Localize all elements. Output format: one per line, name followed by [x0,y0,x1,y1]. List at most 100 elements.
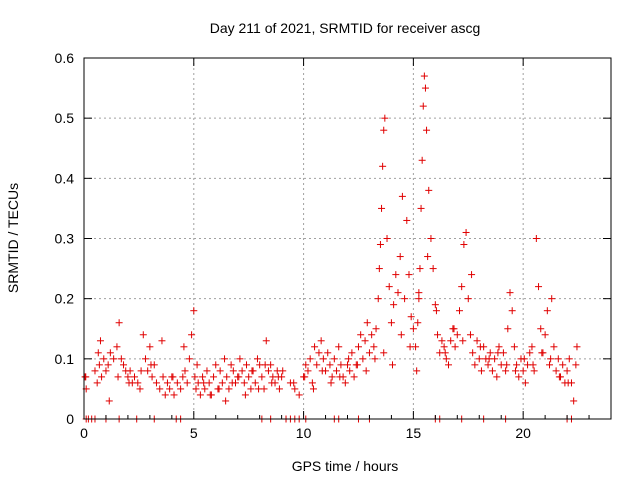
data-point [380,126,388,134]
data-point [192,385,200,393]
data-point [221,355,229,363]
data-point [235,373,243,381]
data-point [510,343,518,351]
data-point [238,367,246,375]
axis-ticks: 0 5 10 15 20 0 0.1 0.2 0.3 0.4 0.5 0.6 [55,50,611,441]
data-point [537,325,545,333]
data-point [113,343,121,351]
data-point [141,355,149,363]
data-point [330,355,338,363]
data-point [91,367,99,375]
data-point [361,337,369,345]
data-point [564,379,572,387]
y-tick-label: 0.5 [55,110,75,126]
y-tick-label: 0.6 [55,50,75,66]
data-point [136,385,144,393]
data-point [401,295,409,303]
data-point [82,373,90,381]
data-point [359,355,367,363]
data-point [415,289,423,297]
data-point [451,343,459,351]
data-point [163,379,171,387]
data-point [413,367,421,375]
data-point [227,361,235,369]
data-point [376,241,384,249]
x-tick-label: 15 [406,425,422,441]
data-point [570,397,578,405]
data-point [464,295,472,303]
data-point [528,343,536,351]
data-point [462,228,470,236]
data-point [93,379,101,387]
data-point [397,331,405,339]
x-tick-label: 5 [190,425,198,441]
y-tick-label: 0.3 [55,231,75,247]
data-point [519,367,527,375]
data-point [447,337,455,345]
data-point [515,373,523,381]
data-point [379,162,387,170]
data-point [229,367,237,375]
data-point [476,343,484,351]
data-point [375,265,383,273]
data-point [387,319,395,327]
data-point [179,373,187,381]
data-point [405,271,413,279]
data-point [372,325,380,333]
data-point [573,343,581,351]
data-point [104,361,112,369]
data-point [105,397,113,405]
data-point [546,361,554,369]
data-point [170,391,178,399]
data-point [124,373,132,381]
data-point [432,307,440,315]
data-point [552,367,560,375]
data-point [247,385,255,393]
data-point [210,373,218,381]
data-point [181,367,189,375]
data-point [102,367,110,375]
data-point [185,355,193,363]
data-point [555,373,563,381]
data-point [180,343,188,351]
data-point [248,367,256,375]
data-point [191,373,199,381]
data-point [262,337,270,345]
data-point [275,385,283,393]
data-point [324,349,332,357]
data-point [98,373,106,381]
data-point [565,355,573,363]
data-point [156,385,164,393]
y-tick-label: 0 [66,411,74,427]
data-point [445,361,453,369]
data-point [148,373,156,381]
data-point [327,379,335,387]
data-point [335,343,343,351]
data-point [486,349,494,357]
data-point [363,319,371,327]
data-point [188,331,196,339]
data-point [241,391,249,399]
data-point [166,385,174,393]
data-point [438,337,446,345]
data-point [535,283,543,291]
data-point [434,331,442,339]
data-point [554,355,562,363]
data-point [466,331,474,339]
data-point [385,283,393,291]
data-point [200,379,208,387]
data-point [115,319,123,327]
data-point [326,361,334,369]
data-point [345,355,353,363]
data-point [529,361,537,369]
data-point [511,367,519,375]
data-point [354,343,362,351]
data-point [417,204,425,212]
data-point [134,379,142,387]
data-point [100,355,108,363]
data-point [378,204,386,212]
data-point [421,84,429,92]
data-point [419,102,427,110]
y-tick-label: 0.4 [55,170,75,186]
